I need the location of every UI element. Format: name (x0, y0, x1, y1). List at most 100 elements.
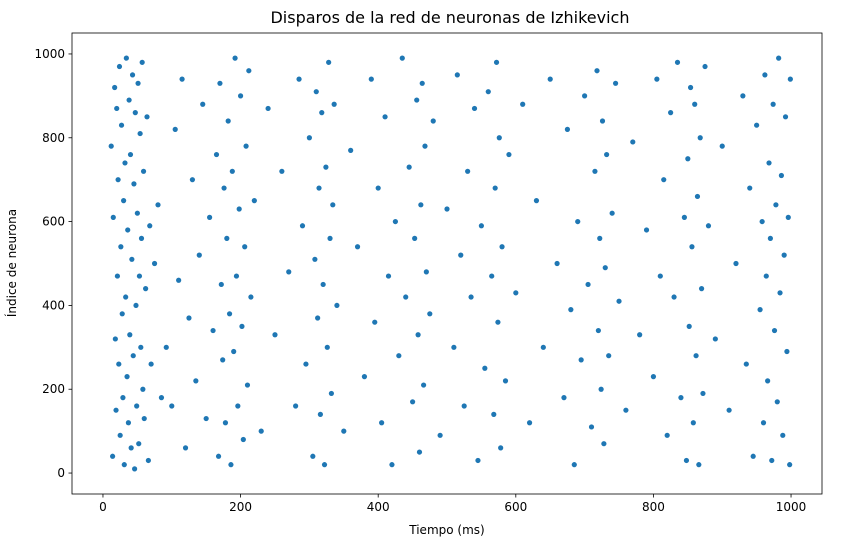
spike-point (145, 457, 151, 464)
plot-frame (71, 32, 823, 495)
spike-point (568, 307, 574, 313)
spike-point (126, 97, 132, 103)
y-tick-label: 600 (42, 215, 65, 229)
spike-point (375, 185, 381, 191)
spike-point (151, 260, 158, 267)
spike-point (312, 256, 318, 262)
spike-point (121, 198, 127, 204)
spike-point (244, 382, 251, 388)
scatter-points (108, 55, 793, 472)
spike-point (124, 374, 130, 380)
spike-point (765, 378, 771, 384)
chart-title: Disparos de la red de neuronas de Izhike… (270, 8, 629, 27)
spike-point (780, 432, 786, 438)
spike-point (787, 76, 793, 82)
spike-point (172, 126, 178, 132)
spike-point (179, 76, 185, 82)
spike-point (258, 428, 264, 434)
x-tick-label: 800 (642, 500, 665, 514)
y-tick-label: 400 (42, 298, 65, 312)
y-axis: 0 200 400 600 800 1000 (34, 47, 72, 480)
spike-point (226, 311, 233, 317)
spike-point (128, 445, 134, 451)
spike-point (326, 59, 332, 65)
spike-point (760, 420, 767, 426)
spike-point (588, 424, 595, 430)
spike-point (321, 462, 328, 468)
spike-point (125, 420, 132, 426)
spike-point (328, 390, 334, 397)
spike-point (547, 76, 553, 82)
spike-point (668, 110, 674, 116)
x-tick-label: 600 (504, 500, 527, 514)
spike-point (334, 302, 340, 309)
spike-point (108, 143, 114, 149)
spike-point (236, 206, 242, 212)
spike-point (110, 214, 116, 220)
spike-point (341, 428, 347, 434)
spike-point (200, 101, 206, 107)
spike-point (410, 399, 416, 405)
spike-point (416, 449, 423, 455)
spike-point (193, 378, 199, 384)
spike-point (125, 227, 131, 233)
spike-point (186, 315, 192, 321)
spike-point (221, 185, 227, 191)
spike-point (129, 256, 135, 262)
spike-point (681, 214, 687, 220)
spike-point (127, 332, 133, 338)
spike-point (585, 281, 591, 288)
spike-point (575, 218, 581, 225)
spike-point (136, 273, 143, 279)
spike-point (769, 457, 775, 464)
spike-point (686, 323, 692, 329)
spike-point (233, 273, 240, 279)
spike-point (136, 441, 142, 447)
spike-point (140, 168, 147, 174)
spike-point (132, 466, 138, 472)
spike-point (496, 135, 502, 141)
spike-point (385, 273, 392, 279)
spike-point (412, 235, 418, 241)
spike-point (210, 327, 216, 334)
spike-point (389, 462, 395, 468)
spike-point (771, 327, 778, 334)
x-axis: 0 200 400 600 800 1000 (99, 494, 806, 514)
spike-point (218, 281, 224, 288)
spike-point (773, 202, 779, 208)
spike-point (176, 277, 182, 283)
spike-point (119, 311, 125, 317)
spike-point (616, 298, 622, 304)
spike-point (733, 260, 739, 267)
spike-point (220, 357, 226, 363)
spike-point (609, 210, 615, 216)
spike-point (623, 407, 629, 413)
spike-point (492, 185, 498, 191)
spike-point (232, 55, 238, 61)
spike-point (114, 273, 121, 279)
spike-point (237, 93, 244, 99)
spike-point (513, 290, 519, 296)
spike-point (213, 151, 220, 158)
spike-point (657, 273, 663, 279)
y-tick-label: 0 (57, 466, 65, 480)
spike-point (368, 76, 374, 82)
spike-point (224, 235, 230, 241)
spike-point (612, 80, 619, 86)
spike-point (293, 403, 299, 409)
spike-point (116, 63, 123, 70)
spike-point (320, 281, 326, 288)
spike-point (306, 135, 312, 141)
spike-point (740, 93, 746, 99)
spike-point (683, 457, 690, 464)
spike-point (141, 415, 147, 422)
spike-point (498, 445, 504, 451)
spike-point (444, 206, 450, 212)
spike-point (454, 72, 460, 78)
spike-point (123, 294, 129, 300)
spike-point (169, 403, 175, 409)
spike-point (468, 294, 474, 300)
spike-point (354, 244, 361, 250)
x-tick-label: 200 (229, 500, 252, 514)
spike-point (697, 135, 703, 141)
